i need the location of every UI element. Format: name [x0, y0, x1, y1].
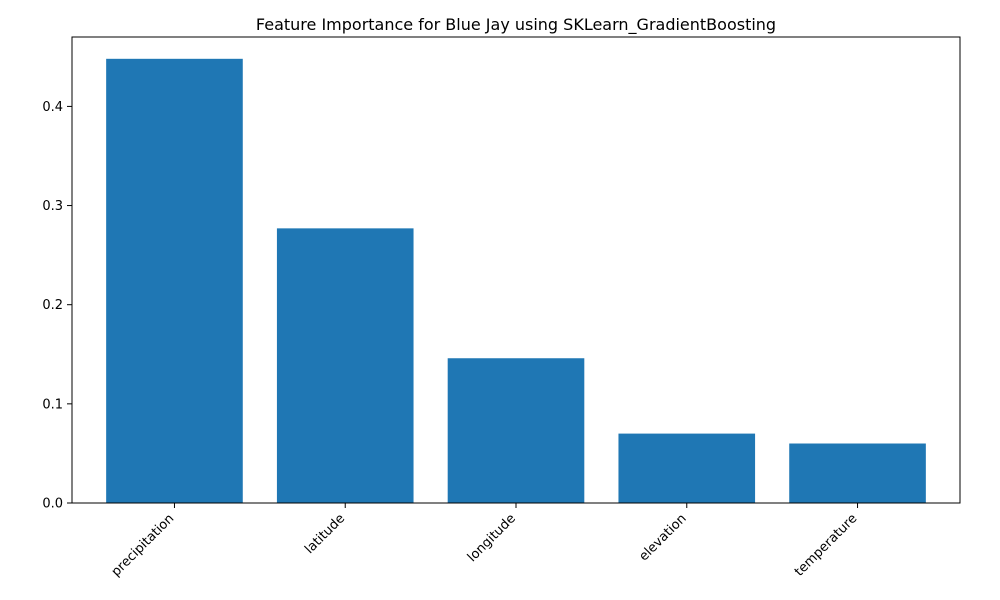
bar-precipitation	[106, 58, 243, 503]
x-tick-label: temperature	[792, 511, 860, 579]
chart-title: Feature Importance for Blue Jay using SK…	[256, 15, 776, 35]
y-axis: 0.0 0.1 0.2 0.3 0.4	[42, 100, 72, 512]
bar-longitude	[447, 358, 585, 503]
x-tick-label: elevation	[636, 511, 689, 564]
x-axis: precipitation latitude longitude elevation t…	[109, 503, 860, 580]
y-tick-label: 0.4	[42, 100, 63, 115]
bars-layer	[106, 58, 926, 503]
x-tick-label: longitude	[465, 511, 519, 565]
y-tick-label: 0.2	[42, 298, 63, 313]
bar-elevation	[618, 433, 756, 503]
bar-temperature	[789, 443, 926, 503]
y-tick-label: 0.3	[42, 199, 63, 214]
bar-latitude	[276, 228, 414, 503]
y-tick-label: 0.0	[42, 497, 63, 512]
x-tick-label: latitude	[302, 511, 348, 557]
x-tick-label: precipitation	[109, 511, 178, 580]
plot-frame	[71, 36, 961, 504]
y-tick-label: 0.1	[42, 397, 63, 412]
